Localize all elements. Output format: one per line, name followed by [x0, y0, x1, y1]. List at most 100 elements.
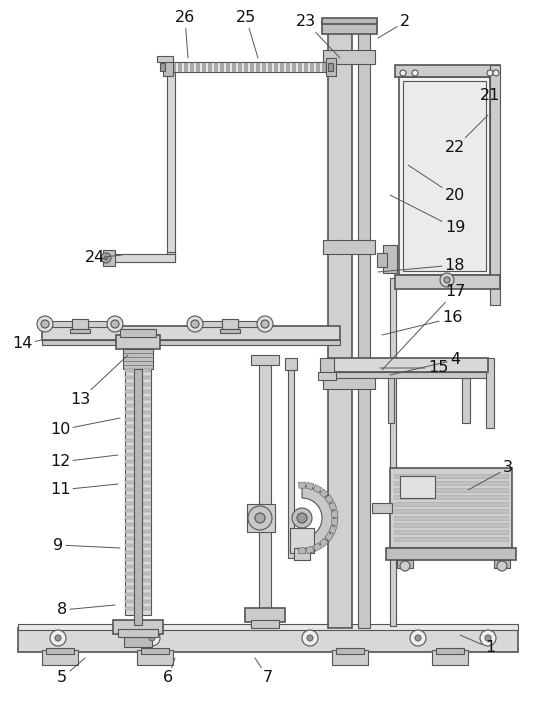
Bar [139, 383, 151, 386]
Bar [328, 63, 333, 71]
Bar [42, 340, 340, 345]
Bar [394, 502, 508, 506]
Bar [18, 628, 518, 652]
Bar [125, 502, 137, 505]
Polygon shape [331, 510, 338, 517]
Bar [394, 509, 508, 513]
Polygon shape [313, 484, 322, 493]
Polygon shape [329, 502, 337, 510]
Bar [139, 474, 151, 477]
Bar [395, 275, 500, 289]
Circle shape [187, 316, 203, 332]
Circle shape [144, 630, 160, 646]
Bar [226, 63, 229, 71]
Bar [288, 370, 294, 558]
Bar [298, 63, 301, 71]
Bar [377, 253, 387, 267]
Bar [167, 252, 175, 262]
Polygon shape [299, 482, 306, 488]
Bar [490, 65, 500, 305]
Bar [250, 63, 253, 71]
Circle shape [480, 630, 496, 646]
Circle shape [37, 316, 53, 332]
Bar [286, 63, 289, 71]
Bar [323, 375, 375, 389]
Bar [397, 560, 413, 568]
Circle shape [149, 635, 155, 641]
Circle shape [191, 320, 199, 328]
Polygon shape [320, 489, 328, 498]
Bar [285, 358, 297, 370]
Bar [139, 397, 151, 400]
Bar [280, 63, 283, 71]
Bar [394, 523, 508, 527]
Bar [259, 358, 271, 626]
Bar [394, 516, 508, 520]
Bar [125, 544, 137, 547]
Circle shape [415, 635, 421, 641]
Bar [125, 481, 137, 484]
Bar [139, 376, 151, 379]
Bar [125, 376, 137, 379]
Bar [125, 558, 137, 561]
Bar [394, 481, 508, 485]
Bar [125, 460, 137, 463]
Bar [139, 495, 151, 498]
Circle shape [485, 635, 491, 641]
Bar [139, 432, 151, 435]
Bar [274, 63, 277, 71]
Bar [45, 321, 72, 327]
Text: 16: 16 [382, 310, 462, 335]
Bar [139, 425, 151, 428]
Bar [139, 558, 151, 561]
Bar [139, 593, 151, 596]
Bar [328, 358, 488, 372]
Bar [292, 63, 295, 71]
Bar [160, 63, 165, 71]
Bar [125, 516, 137, 519]
Circle shape [104, 256, 108, 260]
Polygon shape [299, 548, 306, 554]
Bar [390, 468, 512, 548]
Polygon shape [306, 482, 314, 490]
Bar [262, 63, 265, 71]
Bar [139, 446, 151, 449]
Bar [139, 607, 151, 610]
Bar [139, 509, 151, 512]
Bar [388, 378, 394, 423]
Text: 3: 3 [468, 460, 513, 490]
Polygon shape [325, 495, 334, 503]
Bar [139, 460, 151, 463]
Text: 8: 8 [57, 603, 115, 617]
Text: 15: 15 [380, 360, 448, 375]
Bar [139, 579, 151, 582]
Text: 24: 24 [85, 251, 122, 265]
Bar [167, 72, 175, 257]
Circle shape [107, 316, 123, 332]
Circle shape [55, 635, 61, 641]
Bar [125, 418, 137, 421]
Bar [141, 648, 169, 654]
Text: 10: 10 [50, 418, 120, 437]
Bar [125, 404, 137, 407]
Bar [251, 355, 279, 365]
Circle shape [257, 316, 273, 332]
Text: 6: 6 [163, 658, 175, 686]
Bar [238, 321, 265, 327]
Text: 20: 20 [408, 165, 465, 203]
Bar [139, 453, 151, 456]
Text: 17: 17 [382, 284, 465, 370]
Bar [394, 474, 508, 478]
Bar [125, 439, 137, 442]
Bar [125, 397, 137, 400]
Text: 22: 22 [445, 115, 488, 156]
Polygon shape [329, 526, 337, 534]
Bar [46, 648, 74, 654]
Bar [120, 329, 156, 337]
Bar [220, 63, 223, 71]
Bar [195, 321, 222, 327]
Bar [125, 411, 137, 414]
Bar [125, 551, 137, 554]
Polygon shape [313, 543, 322, 551]
Bar [125, 467, 137, 470]
